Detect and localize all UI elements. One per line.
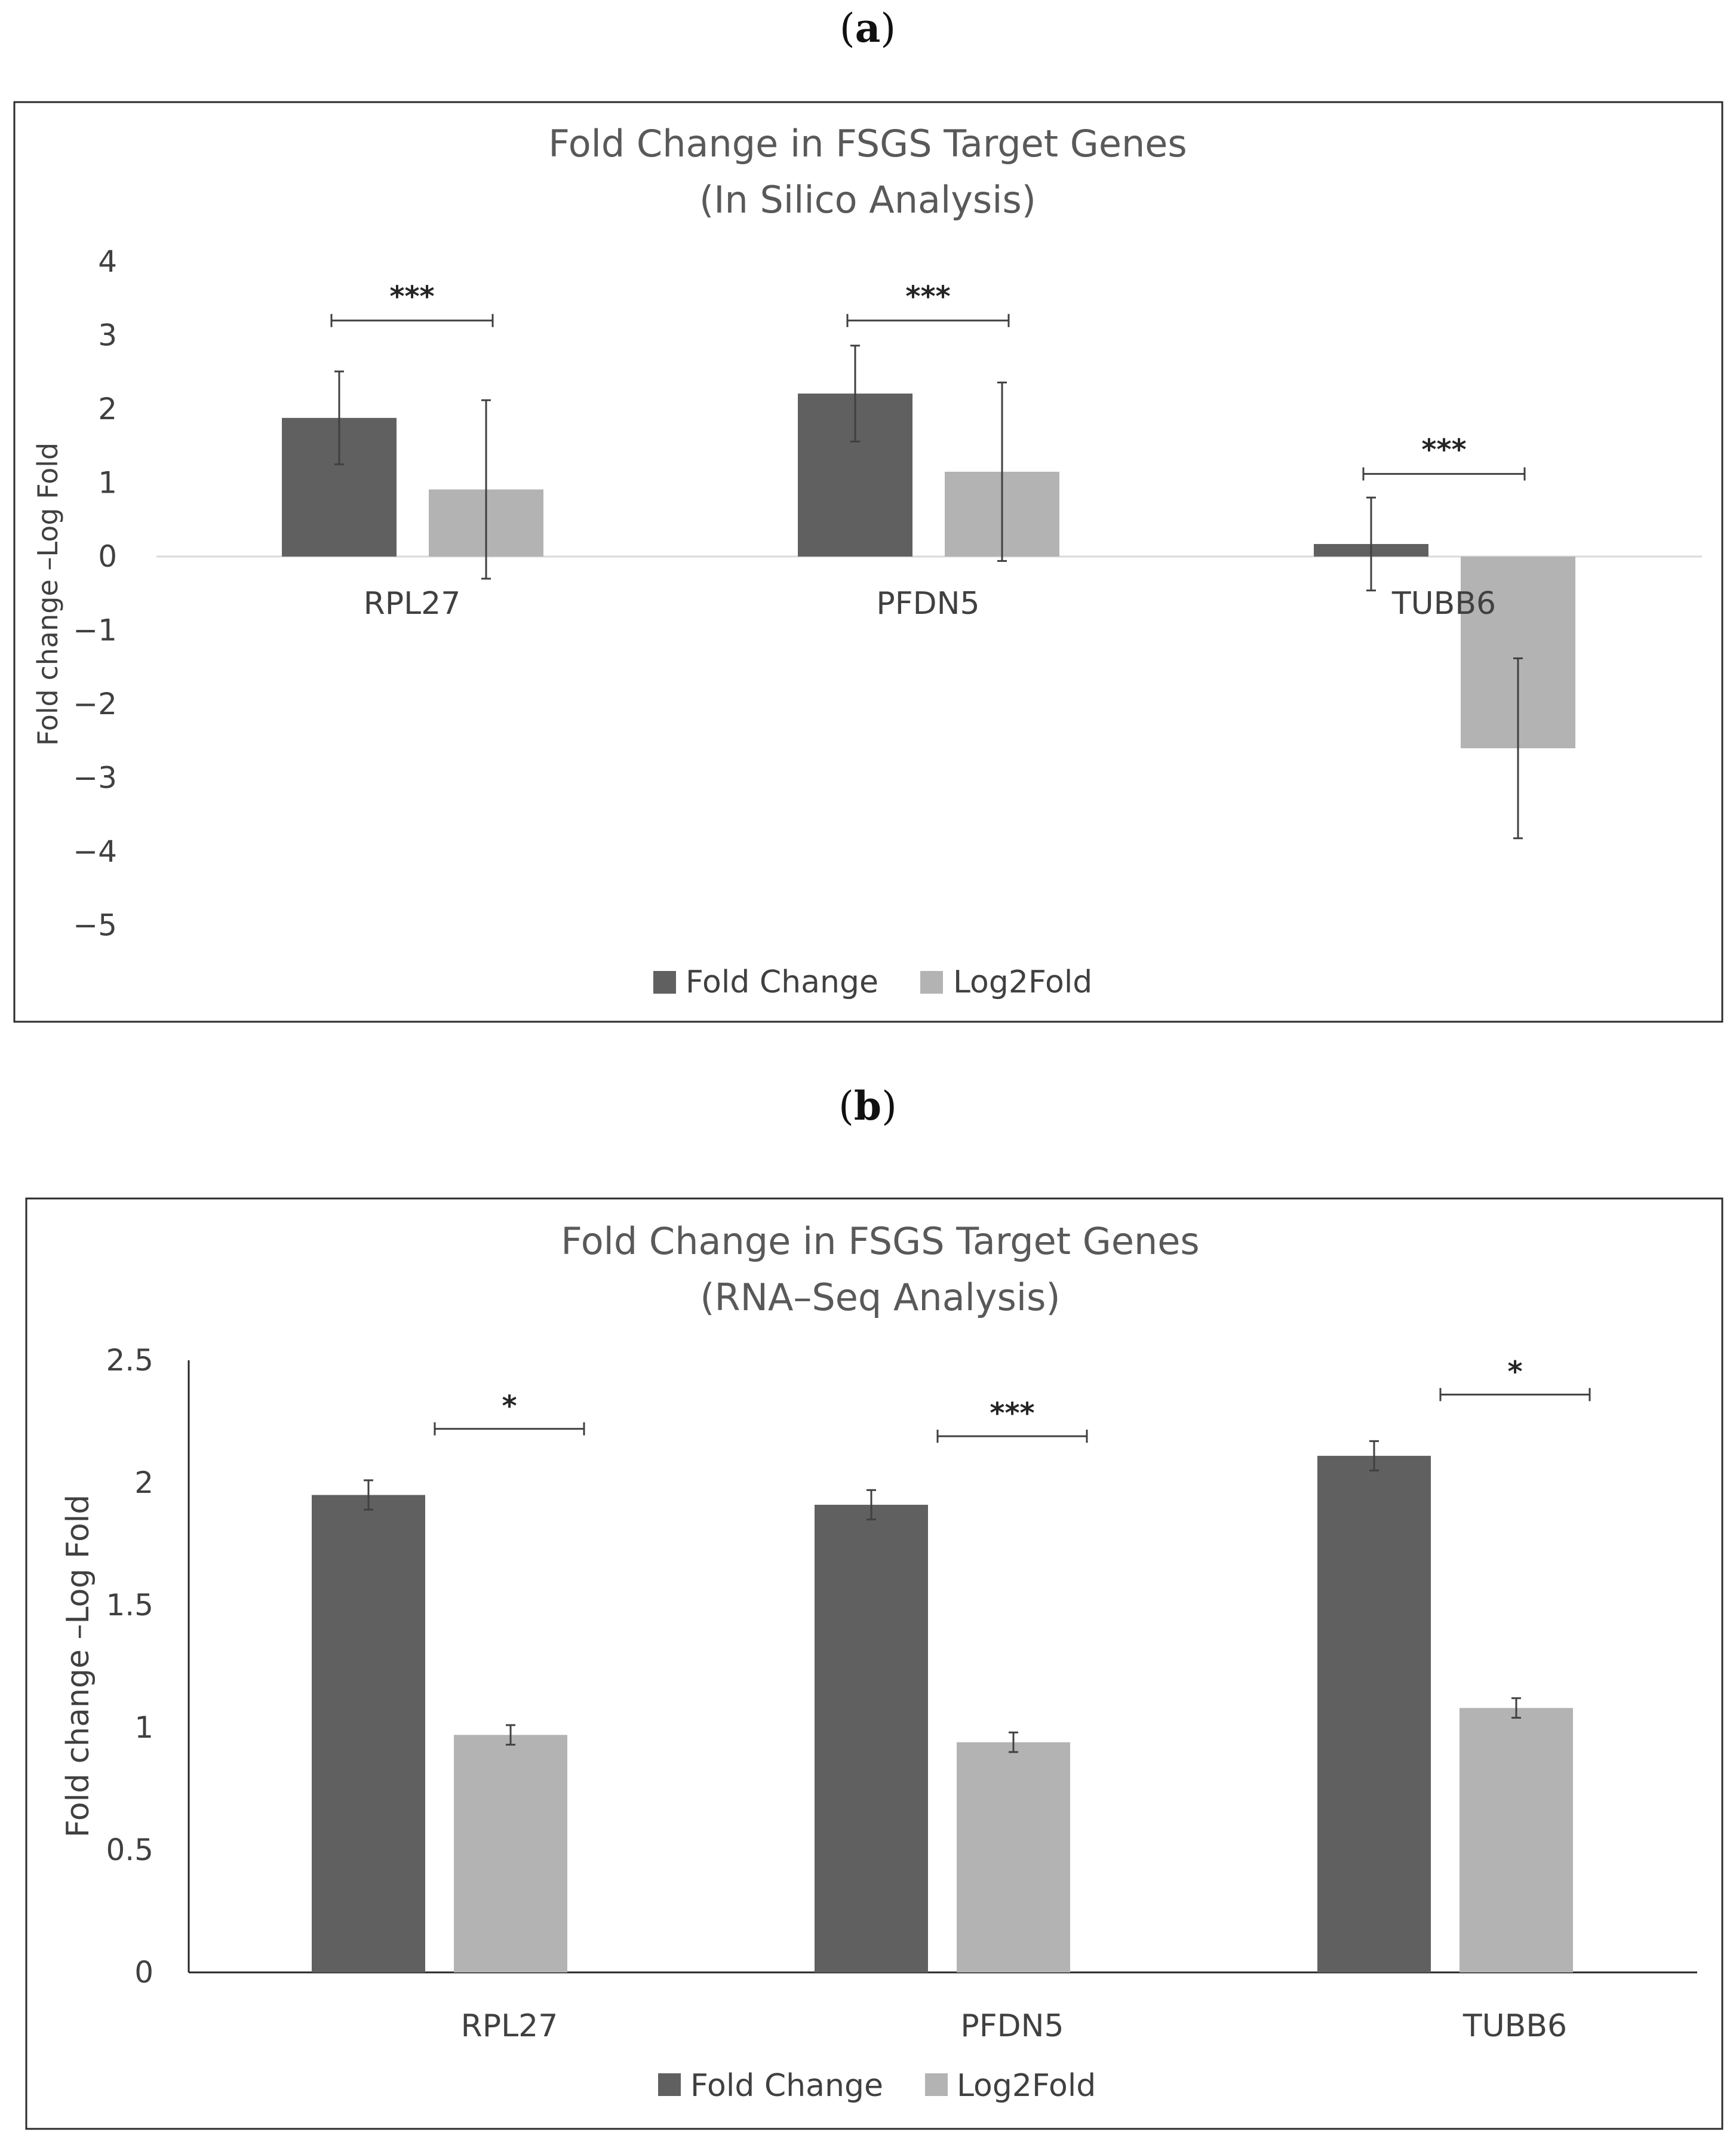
chart-b-bar-log2fold-tubb6 <box>1460 1708 1573 1972</box>
legend-b-swatch-fold-change <box>658 2073 681 2096</box>
chart-a-category-label-pfdn5: PFDN5 <box>876 586 979 622</box>
legend-a-label-log2fold: Log2Fold <box>953 964 1092 1000</box>
chart-a-significance-pfdn5-label: *** <box>905 280 950 314</box>
chart-a-title: Fold Change in FSGS Target Genes <box>548 122 1187 165</box>
chart-a-legend: Fold Change Log2Fold <box>653 964 1092 1000</box>
chart-b-ytick-0-5: 0.5 <box>106 1833 153 1867</box>
chart-b-bar-fold-change-pfdn5 <box>815 1504 928 1972</box>
chart-b-significance-pfdn5-label: *** <box>990 1397 1034 1430</box>
chart-b-ylabel: Fold change –Log Fold <box>60 1495 96 1838</box>
chart-b-category-label-tubb6: TUBB6 <box>1462 2008 1567 2044</box>
chart-b-significance-pfdn5-bracket <box>936 1430 1088 1443</box>
legend-a-swatch-fold-change <box>653 971 676 994</box>
chart-b-category-label-pfdn5: PFDN5 <box>960 2008 1064 2044</box>
chart-b-subtitle: (RNA–Seq Analysis) <box>700 1276 1060 1319</box>
chart-b-legend: Fold Change Log2Fold <box>658 2068 1096 2104</box>
legend-a-label-fold-change: Fold Change <box>686 964 878 1000</box>
chart-b-ytick-2: 2 <box>134 1465 153 1500</box>
chart-a-ytick--5: −5 <box>73 908 117 943</box>
chart-b-ytick-1: 1 <box>134 1710 153 1745</box>
chart-a-significance-tubb6-label: *** <box>1421 434 1466 467</box>
chart-a-significance-rpl27-bracket <box>330 314 494 327</box>
chart-a-ytick--4: −4 <box>73 834 117 869</box>
legend-b-label-fold-change: Fold Change <box>690 2068 883 2104</box>
chart-a-ytick--3: −3 <box>73 761 117 795</box>
chart-b-significance-rpl27-label: * <box>502 1390 517 1423</box>
chart-b-frame <box>25 1197 1723 2130</box>
legend-a-swatch-log2fold <box>920 971 943 994</box>
chart-a-ylabel: Fold change –Log Fold <box>32 442 64 746</box>
chart-b-title: Fold Change in FSGS Target Genes <box>561 1219 1199 1263</box>
chart-b-significance-tubb6-label: * <box>1507 1355 1522 1388</box>
chart-a-ytick-1: 1 <box>98 466 117 500</box>
chart-a-significance-tubb6-bracket <box>1362 467 1526 481</box>
chart-a-category-label-tubb6: TUBB6 <box>1391 586 1496 622</box>
chart-b-bar-log2fold-pfdn5 <box>957 1742 1070 1972</box>
panel-b-label: (b) <box>838 1083 897 1129</box>
chart-b-bar-fold-change-tubb6 <box>1317 1455 1431 1972</box>
chart-a-significance-rpl27-label: *** <box>389 280 434 314</box>
chart-b-ytick-1-5: 1.5 <box>106 1588 153 1622</box>
chart-a-ytick-3: 3 <box>98 318 117 353</box>
chart-a-plot: 4 3 2 1 0 −1 −2 −3 −4 −5 RPL27 PFDN5 TUBB6 *** *** *** <box>73 244 1702 943</box>
panel-a-label: (a) <box>840 5 896 51</box>
chart-b-bar-fold-change-rpl27 <box>312 1495 425 1972</box>
chart-b-ytick-0: 0 <box>134 1955 153 1990</box>
chart-a-ytick-2: 2 <box>98 392 117 426</box>
chart-a-frame <box>13 101 1723 1023</box>
chart-a-ytick-4: 4 <box>98 244 117 279</box>
chart-a-ytick--1: −1 <box>73 613 117 648</box>
chart-a-ytick--2: −2 <box>73 687 117 721</box>
legend-b-label-log2fold: Log2Fold <box>957 2068 1096 2104</box>
chart-a-ytick-0: 0 <box>98 539 117 574</box>
chart-b-category-label-rpl27: RPL27 <box>461 2008 558 2044</box>
chart-b-significance-rpl27-bracket <box>434 1422 585 1436</box>
chart-b-ytick-2-5: 2.5 <box>106 1343 153 1378</box>
chart-a-significance-pfdn5-bracket <box>846 314 1010 327</box>
chart-a-category-label-rpl27: RPL27 <box>364 586 461 622</box>
chart-a-subtitle: (In Silico Analysis) <box>699 178 1036 222</box>
chart-b-significance-tubb6-bracket <box>1439 1388 1591 1402</box>
legend-b-swatch-log2fold <box>925 2073 948 2096</box>
chart-b-bar-log2fold-rpl27 <box>454 1735 567 1972</box>
